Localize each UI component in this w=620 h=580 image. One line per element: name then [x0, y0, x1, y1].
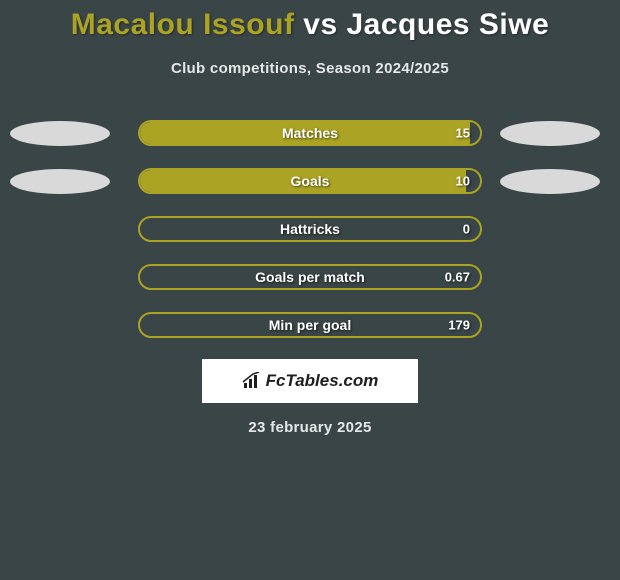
stat-value: 0: [463, 222, 470, 237]
stat-bar: Goals 10: [138, 168, 482, 194]
stat-row: Matches 15: [0, 119, 620, 147]
vs-label: vs: [303, 8, 337, 41]
comparison-card: Macalou Issouf vs Jacques Siwe Club comp…: [0, 0, 620, 436]
stat-label: Min per goal: [269, 317, 351, 333]
stat-label: Matches: [282, 125, 338, 141]
player2-ellipse: [500, 121, 600, 146]
stat-row: Goals per match 0.67: [0, 263, 620, 291]
stat-bar: Min per goal 179: [138, 312, 482, 338]
date: 23 february 2025: [0, 419, 620, 436]
logo-text: FcTables.com: [266, 371, 379, 391]
player2-ellipse: [500, 169, 600, 194]
stat-bar: Hattricks 0: [138, 216, 482, 242]
stat-value: 0.67: [445, 270, 470, 285]
stat-row: Min per goal 179: [0, 311, 620, 339]
player2-name: Jacques Siwe: [347, 8, 550, 41]
subtitle: Club competitions, Season 2024/2025: [0, 60, 620, 77]
page-title: Macalou Issouf vs Jacques Siwe: [0, 8, 620, 42]
stat-label: Hattricks: [280, 221, 340, 237]
stat-value: 15: [456, 126, 470, 141]
stat-row: Goals 10: [0, 167, 620, 195]
stat-value: 179: [448, 318, 470, 333]
player1-ellipse: [10, 121, 110, 146]
player1-name: Macalou Issouf: [71, 8, 295, 41]
stats-chart: Matches 15 Goals 10 Hattricks 0 Goals per matc…: [0, 119, 620, 339]
stat-bar: Matches 15: [138, 120, 482, 146]
stat-value: 10: [456, 174, 470, 189]
stat-bar: Goals per match 0.67: [138, 264, 482, 290]
stat-label: Goals per match: [255, 269, 365, 285]
player1-ellipse: [10, 169, 110, 194]
logo: FcTables.com: [242, 371, 379, 391]
stat-label: Goals: [291, 173, 330, 189]
stat-row: Hattricks 0: [0, 215, 620, 243]
chart-icon: [242, 372, 262, 390]
logo-box[interactable]: FcTables.com: [202, 359, 418, 403]
